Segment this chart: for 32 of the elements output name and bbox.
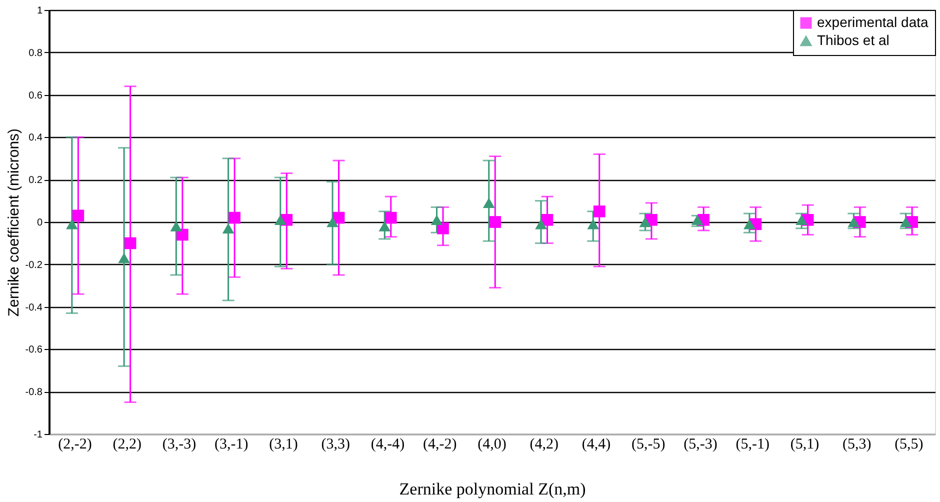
x-tick-label: (4,-4): [370, 436, 405, 452]
x-tick-label: (3,-3): [162, 436, 196, 452]
x-tick-label: (2,2): [112, 436, 142, 452]
legend-label: experimental data: [817, 14, 929, 30]
x-tick-label: (3,-1): [214, 436, 248, 452]
y-tick-label: 0.6: [28, 90, 43, 102]
y-tick-label: 1: [36, 6, 43, 16]
y-tick-label: 0.2: [28, 175, 43, 186]
x-tick-label: (5,1): [790, 436, 820, 452]
x-tick-label: (5,5): [894, 436, 924, 452]
x-tick-label: (4,4): [582, 436, 611, 452]
x-tick-label: (4,-2): [423, 436, 457, 452]
legend-label: Thibos et al: [817, 32, 890, 48]
x-tick-label: (5,3): [842, 436, 872, 452]
y-axis-title: Zernike coefficient (microns): [5, 128, 22, 317]
y-tick-label: -0.2: [25, 260, 43, 271]
x-tick-label: (4,0): [478, 436, 506, 452]
x-tick-label: (3,3): [321, 436, 350, 452]
y-tick-label: 0.8: [28, 48, 43, 59]
x-tick-label: (5,-5): [631, 436, 666, 452]
y-tick-label: -1: [34, 430, 43, 440]
x-tick-label: (4,2): [530, 436, 558, 452]
x-tick-label: (5,-3): [684, 436, 718, 452]
y-tick-label: 0.4: [28, 132, 43, 144]
y-tick-label: -0.6: [25, 344, 43, 356]
x-tick-label: (2,-2): [58, 436, 92, 452]
y-tick-label: -0.4: [25, 302, 43, 314]
y-tick-label: -0.8: [25, 387, 43, 398]
x-tick-label: (5,-1): [736, 436, 770, 452]
x-tick-label: (3,1): [269, 436, 298, 452]
y-tick-label: 0: [36, 218, 43, 228]
x-axis-title: Zernike polynomial Z(n,m): [399, 480, 586, 498]
